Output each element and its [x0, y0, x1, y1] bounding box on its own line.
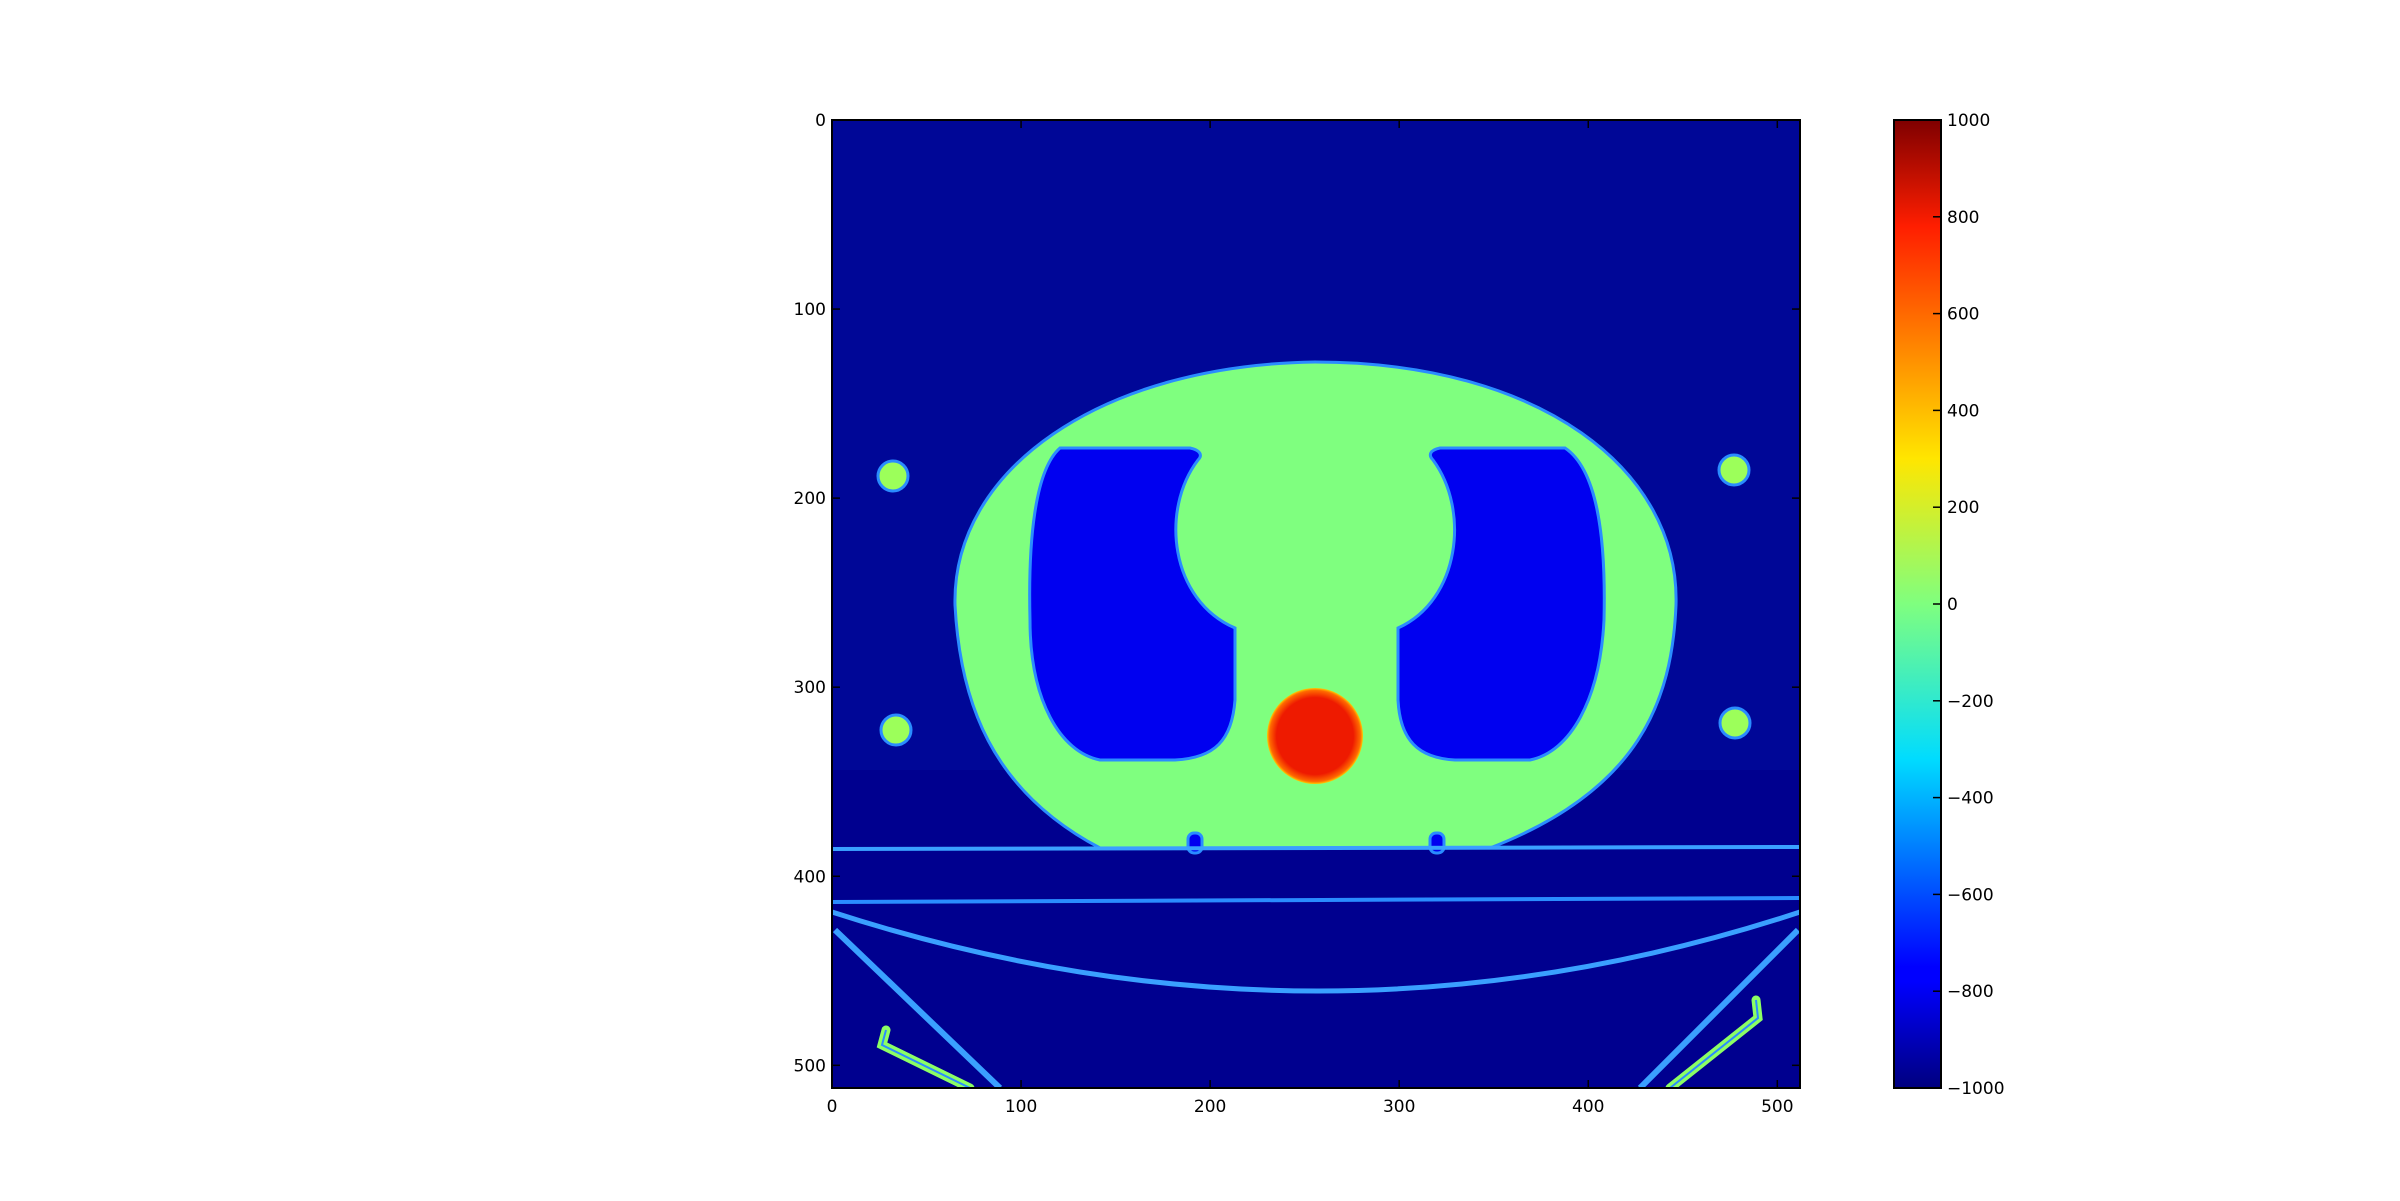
right-lung	[1396, 446, 1606, 762]
y-tick-label: 400	[794, 867, 826, 887]
x-tick-label: 500	[1761, 1097, 1793, 1117]
colorbar-tick-label: −800	[1947, 982, 1994, 1002]
image-axes: 0 100 200 300 400 500 0 100 200 300 400 500	[794, 111, 1801, 1117]
marker-bottom-left	[879, 713, 913, 747]
colorbar-tick-label: −600	[1947, 885, 1994, 905]
colorbar-ticks: 1000 800 600 400 200 0 −200 −400 −600 −800 −1000	[1933, 111, 2005, 1099]
y-tick-label: 500	[794, 1056, 826, 1076]
couch-inner-line	[832, 896, 1800, 904]
colorbar-tick-label: 400	[1947, 401, 1979, 421]
marker-top-right	[1717, 453, 1751, 487]
colorbar-tick-label: 800	[1947, 208, 1979, 228]
colorbar-tick-label: 1000	[1947, 111, 1990, 131]
y-axis-ticks: 0 100 200 300 400 500	[794, 111, 1800, 1076]
hot-insert	[1267, 688, 1363, 784]
couch-top-line	[832, 845, 1800, 851]
support-right	[1637, 927, 1800, 1088]
y-tick-label: 200	[794, 489, 826, 509]
colorbar-gradient	[1893, 119, 1942, 1089]
left-lung	[1028, 446, 1237, 762]
colorbar: 1000 800 600 400 200 0 −200 −400 −600 −800 −1000	[1893, 111, 2005, 1099]
y-tick-label: 300	[794, 678, 826, 698]
couch-curve	[832, 909, 1800, 994]
x-tick-label: 200	[1194, 1097, 1226, 1117]
colorbar-tick-label: −1000	[1947, 1079, 2005, 1099]
colorbar-tick-label: −400	[1947, 789, 1994, 809]
y-tick-label: 0	[815, 111, 826, 131]
colorbar-tick-label: 600	[1947, 305, 1979, 325]
colorbar-tick-label: 0	[1947, 595, 1958, 615]
base-notch-right	[1428, 831, 1446, 855]
x-tick-label: 0	[827, 1097, 838, 1117]
ct-image	[832, 120, 1800, 1088]
image-frame	[831, 119, 1801, 1089]
x-tick-label: 400	[1572, 1097, 1604, 1117]
x-tick-label: 300	[1383, 1097, 1415, 1117]
x-axis-ticks: 0 100 200 300 400 500	[827, 120, 1794, 1117]
marker-top-left	[876, 459, 910, 493]
marker-bottom-right	[1718, 706, 1752, 740]
colorbar-tick-label: 200	[1947, 498, 1979, 518]
y-tick-label: 100	[794, 300, 826, 320]
support-left	[832, 927, 1003, 1088]
colorbar-tick-label: −200	[1947, 692, 1994, 712]
x-tick-label: 100	[1005, 1097, 1037, 1117]
